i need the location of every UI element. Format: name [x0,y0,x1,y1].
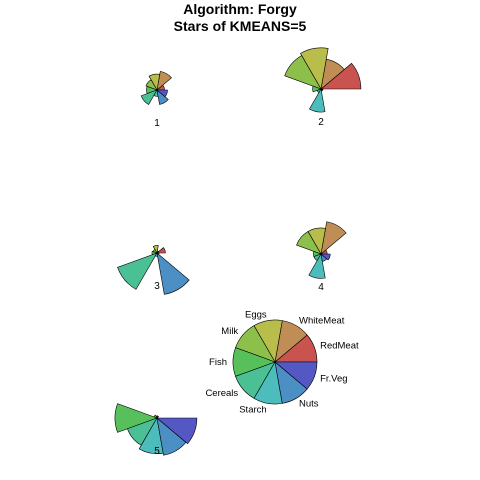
segment-4-fr-veg [320,253,331,261]
segment-2-fr-veg [320,88,324,91]
segment-5-fish [114,403,158,433]
key-label-cereals: Cereals [205,388,238,399]
segment-3-redmeat [156,247,166,254]
star-label-4: 4 [318,282,324,293]
key-label-fish: Fish [209,357,227,368]
star-cluster-2: 2 [284,47,362,128]
key-label-milk: Milk [221,326,238,337]
key-label-whitemeat: WhiteMeat [299,315,345,326]
segment-3-cereals [117,252,158,290]
segment-3-fr-veg [156,252,160,255]
segment-3-nuts [156,252,190,295]
segment-1-whitemeat [156,71,172,91]
segment-3-eggs [152,245,159,254]
segment-2-starch [309,88,326,113]
segment-1-cereals [140,89,158,105]
key-segment-fr-veg [274,361,318,390]
star-label-5: 5 [154,446,160,457]
star-label-2: 2 [318,117,324,128]
key-label-eggs: Eggs [245,310,267,321]
segment-4-whitemeat [320,221,347,255]
star-cluster-4: 4 [296,221,347,293]
segment-2-eggs [300,47,329,90]
segment-4-starch [308,253,326,279]
segment-1-eggs [148,73,161,91]
segment-4-milk [296,231,322,255]
key-label-starch: Starch [239,404,266,415]
star-cluster-1: 1 [140,71,172,129]
key-label-redmeat: RedMeat [320,341,359,352]
star-label-1: 1 [154,118,160,129]
star-key: RedMeat WhiteMeat Eggs Milk Fish CerealsStarc… [205,310,359,416]
segment-2-redmeat [320,62,362,90]
chart-title: Algorithm: Forgy [183,1,297,17]
key-label-fr-veg: Fr.Veg [320,373,347,384]
segment-2-fish [312,85,322,93]
segment-1-fr-veg [156,89,168,98]
star-cluster-3: 3 [117,245,190,295]
segment-5-fr-veg [156,417,198,445]
segment-1-milk [145,79,158,91]
star-cluster-5: 5 [114,403,198,457]
key-label-nuts: Nuts [299,399,319,410]
segment-2-milk [284,55,322,90]
stars-layer: 1 2 3 4 5 [114,47,362,457]
chart-subtitle: Stars of KMEANS=5 [174,18,307,34]
segment-1-nuts [156,89,169,105]
star-label-3: 3 [154,281,160,292]
